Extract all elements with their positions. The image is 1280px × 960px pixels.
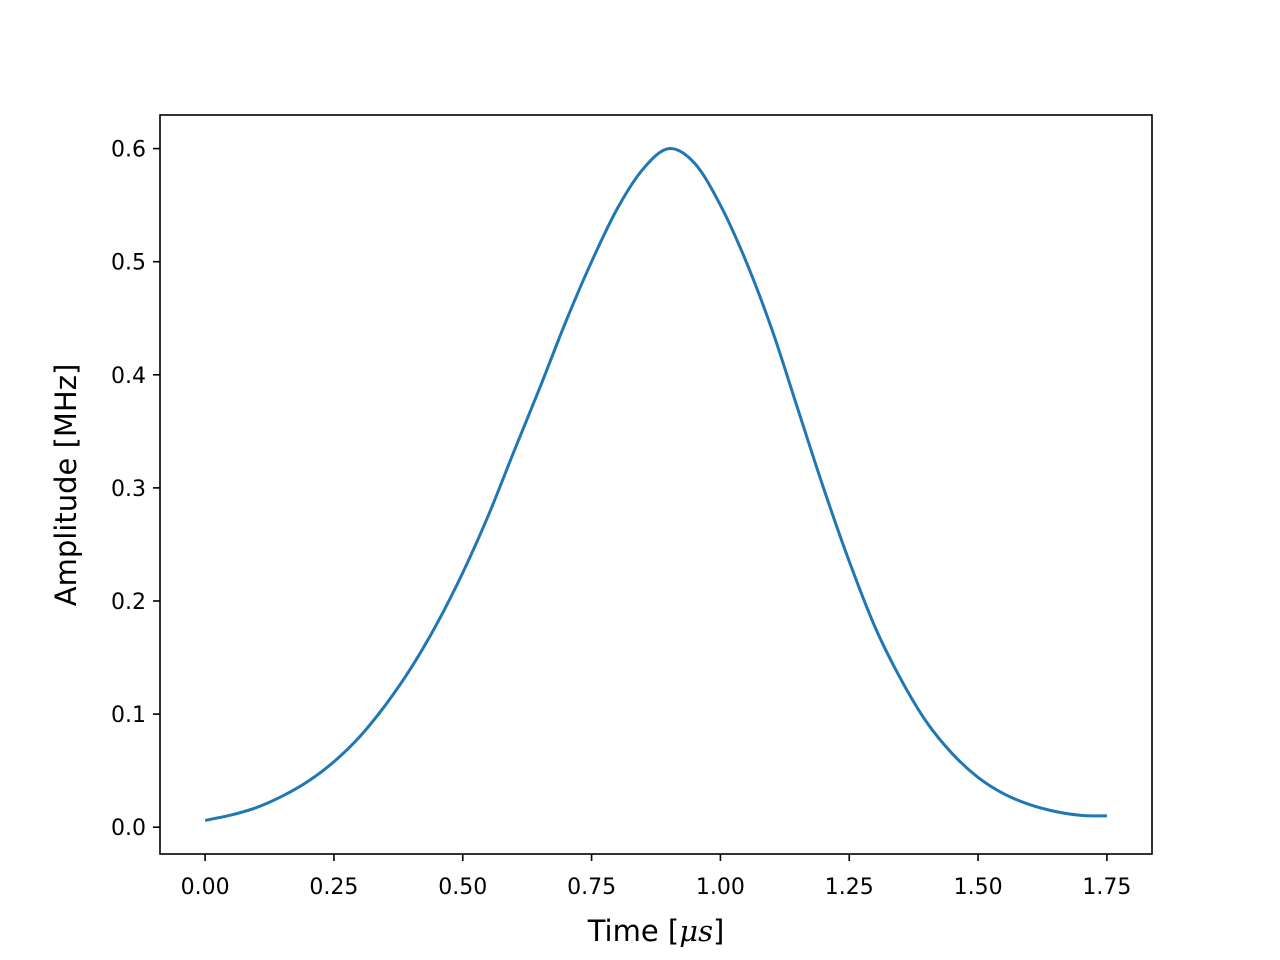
x-tick-label: 1.00	[696, 875, 745, 900]
x-tick-label: 0.25	[309, 875, 358, 900]
y-tick-label: 0.4	[111, 364, 146, 389]
x-axis-ticks: 0.00 0.25 0.50 0.75 1.00 1.25 1.50 1.75	[181, 854, 1131, 900]
y-axis-label: Amplitude [MHz]	[49, 364, 83, 607]
x-tick-label: 1.25	[825, 875, 874, 900]
plot-frame	[159, 114, 1153, 855]
y-tick-label: 0.0	[111, 816, 146, 841]
x-tick-label: 0.00	[181, 875, 230, 900]
amplitude-series-line	[204, 147, 1107, 822]
x-axis-label-before: Time [	[587, 914, 680, 948]
x-axis-label-math: μs	[679, 914, 713, 948]
y-tick-label: 0.3	[111, 477, 146, 502]
y-tick-label: 0.1	[111, 703, 146, 728]
x-axis-label: Time [μs]	[587, 914, 725, 948]
y-tick-label: 0.2	[111, 590, 146, 615]
y-tick-label: 0.6	[111, 138, 146, 163]
x-tick-label: 0.75	[567, 875, 616, 900]
y-axis-ticks: 0.0 0.1 0.2 0.3 0.4 0.5 0.6	[111, 138, 160, 841]
x-tick-label: 0.50	[438, 875, 487, 900]
x-axis-label-after: ]	[713, 914, 724, 948]
y-tick-label: 0.5	[111, 251, 146, 276]
x-tick-label: 1.75	[1082, 875, 1131, 900]
x-tick-label: 1.50	[954, 875, 1003, 900]
